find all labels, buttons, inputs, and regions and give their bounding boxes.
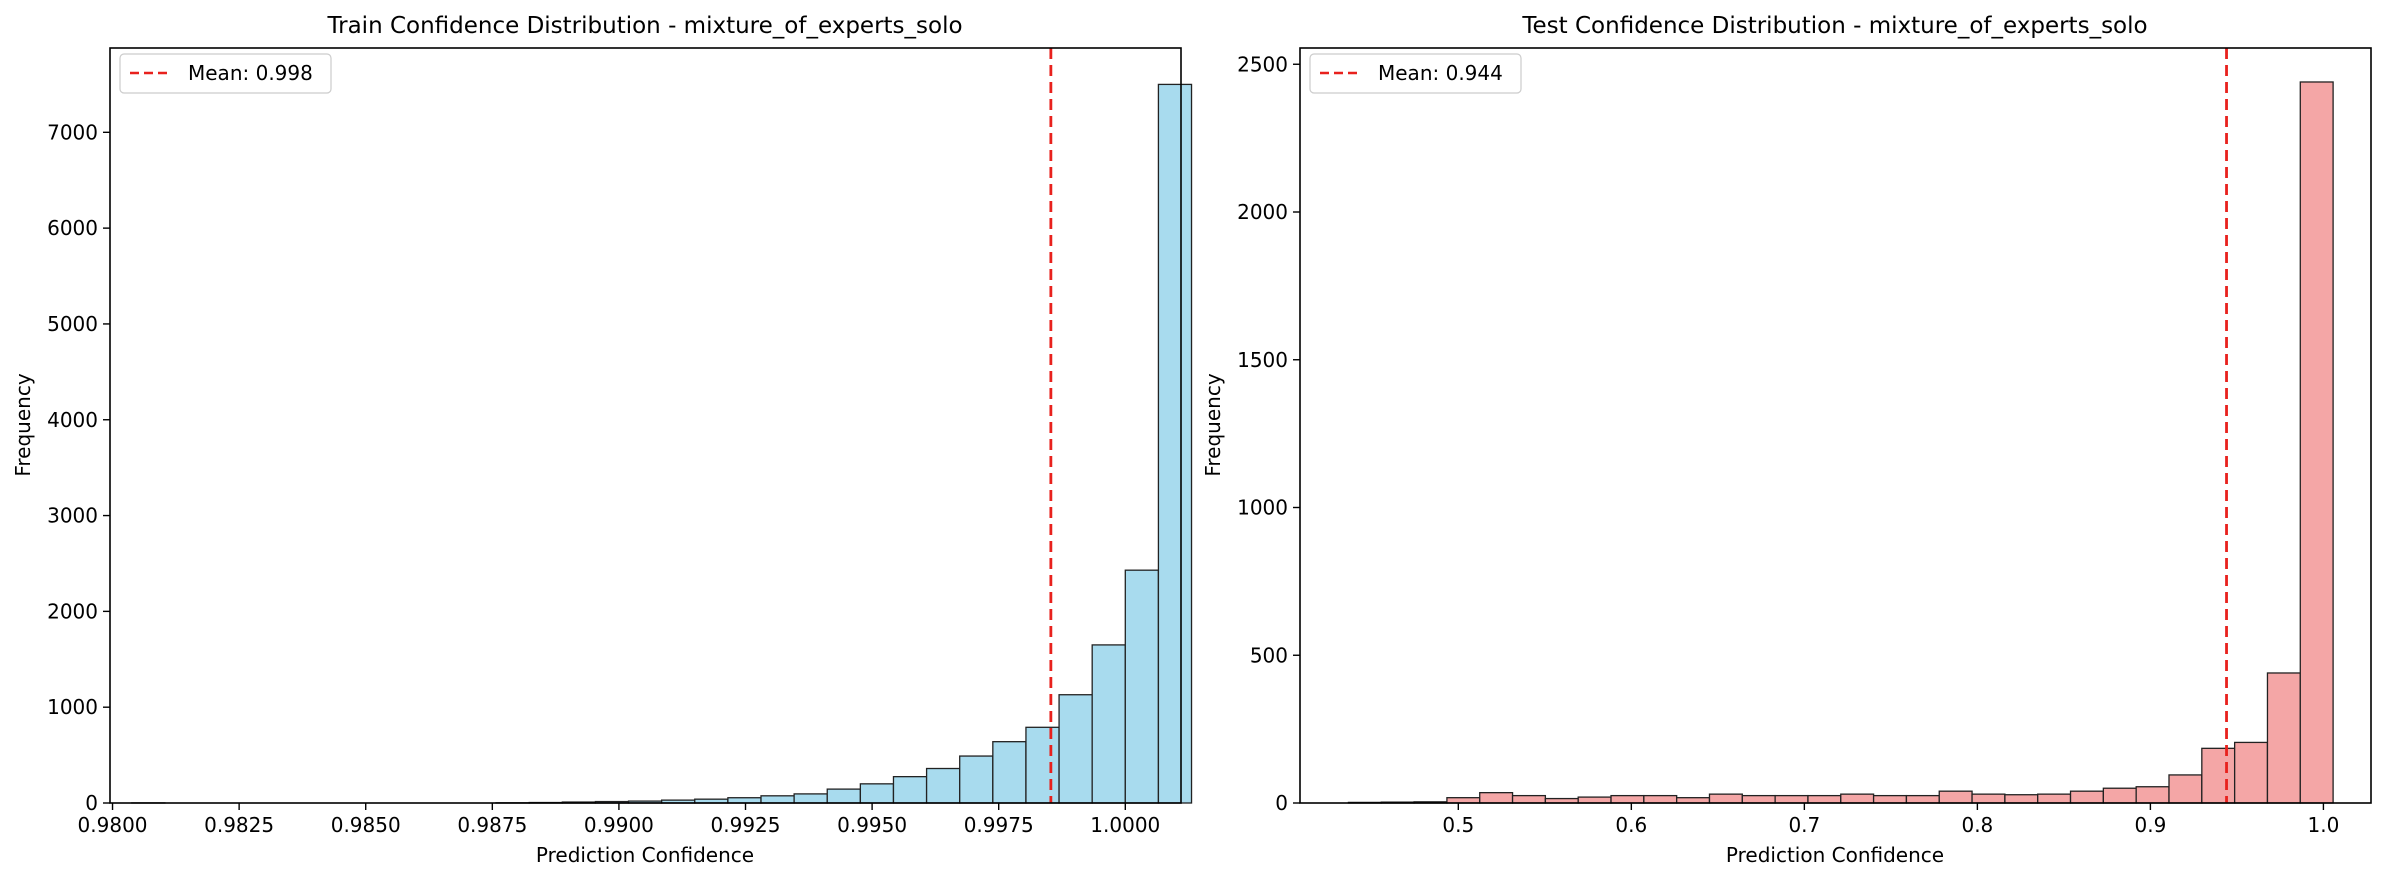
y-tick-label: 0	[1275, 791, 1288, 815]
y-axis: 0 500 1000 1500 2000 2500	[1237, 52, 1300, 815]
test-confidence-chart: Test Confidence Distribution - mixture_o…	[1201, 13, 2372, 867]
train-confidence-chart: Train Confidence Distribution - mixture_…	[11, 13, 1193, 867]
x-tick-label: 0.9925	[711, 813, 781, 837]
histogram-bar	[2201, 747, 2236, 804]
y-axis: 0 1000 2000 3000 4000 5000 6000 7000	[47, 120, 110, 815]
x-tick-label: 0.6	[1615, 813, 1647, 837]
x-axis-label: Prediction Confidence	[1726, 843, 1944, 867]
histogram-bar	[1511, 794, 1547, 804]
histogram-bar	[1643, 794, 1678, 804]
histogram-bar	[859, 783, 895, 804]
y-axis-label: Frequency	[11, 373, 35, 476]
x-tick-label: 0.7	[1788, 813, 1820, 837]
x-tick-label: 1.0	[2308, 813, 2340, 837]
histogram-bar	[1774, 794, 1809, 804]
histogram-bar	[2168, 774, 2203, 804]
histogram-bar	[2069, 790, 2105, 804]
legend: Mean: 0.998	[119, 53, 332, 94]
histogram-bar	[826, 788, 862, 804]
histogram-bar	[1938, 790, 1973, 804]
chart-title: Train Confidence Distribution - mixture_…	[326, 13, 962, 39]
x-tick-label: 0.9975	[964, 813, 1034, 837]
x-tick-label: 0.8	[1961, 813, 1993, 837]
histogram-bar	[1905, 794, 1940, 804]
y-axis-label: Frequency	[1201, 373, 1225, 476]
histogram-bar	[2135, 786, 2170, 804]
x-tick-label: 1.0000	[1090, 813, 1160, 837]
histogram-bar	[1058, 694, 1093, 804]
histogram-bar	[1807, 794, 1842, 804]
histogram-bar	[1157, 83, 1193, 804]
legend-mean-label: Mean: 0.944	[1378, 61, 1503, 85]
bar-group	[131, 83, 1193, 804]
x-tick-label: 0.9825	[204, 813, 274, 837]
x-tick-label: 0.5	[1442, 813, 1474, 837]
histogram-bar	[2266, 672, 2301, 804]
histogram-bar	[2233, 741, 2269, 804]
y-tick-label: 4000	[47, 408, 98, 432]
x-tick-label: 0.9900	[584, 813, 654, 837]
x-axis-label: Prediction Confidence	[536, 843, 754, 867]
plot-frame	[1299, 47, 2372, 804]
histogram-bar	[760, 795, 795, 804]
y-tick-label: 2000	[47, 599, 98, 623]
histogram-bar	[1741, 794, 1776, 804]
x-axis: 0.9800 0.9825 0.9850 0.9875 0.9900 0.9925 0.99…	[78, 803, 1160, 837]
y-tick-label: 7000	[47, 120, 98, 144]
histogram-bar	[793, 793, 828, 804]
x-tick-label: 0.9800	[78, 813, 148, 837]
y-tick-label: 5000	[47, 312, 98, 336]
y-tick-label: 6000	[47, 216, 98, 240]
histogram-bar	[1091, 644, 1126, 804]
x-axis: 0.5 0.6 0.7 0.8 0.9 1.0	[1442, 803, 2339, 837]
x-tick-label: 0.9	[2134, 813, 2166, 837]
histogram-bar	[1479, 792, 1514, 804]
histogram-bar	[1840, 793, 1875, 804]
histogram-bar	[925, 767, 961, 804]
histogram-bar	[1577, 796, 1612, 804]
y-tick-label: 500	[1250, 643, 1288, 667]
histogram-bar	[992, 741, 1027, 804]
y-tick-label: 3000	[47, 504, 98, 528]
x-tick-label: 0.9850	[331, 813, 401, 837]
y-tick-label: 1000	[47, 695, 98, 719]
histogram-bar	[1971, 793, 2006, 804]
legend-mean-label: Mean: 0.998	[188, 61, 313, 85]
y-tick-label: 2000	[1237, 200, 1288, 224]
histogram-bar	[1708, 793, 1743, 804]
x-tick-label: 0.9950	[837, 813, 907, 837]
histogram-bar	[1872, 794, 1908, 804]
histogram-bar	[1610, 794, 1645, 804]
histogram-bar	[959, 755, 994, 804]
x-tick-label: 0.9875	[457, 813, 527, 837]
legend-box	[119, 53, 332, 94]
y-tick-label: 1000	[1237, 496, 1288, 520]
y-tick-label: 0	[85, 791, 98, 815]
y-tick-label: 1500	[1237, 348, 1288, 372]
histogram-bar	[2299, 81, 2334, 804]
histogram-bar	[1025, 726, 1060, 804]
histogram-bar	[892, 776, 928, 804]
histogram-bar	[2102, 787, 2137, 804]
legend-box	[1309, 53, 1522, 94]
y-tick-label: 2500	[1237, 52, 1288, 76]
plot-frame	[109, 47, 1182, 804]
histogram-bar	[2037, 793, 2072, 804]
histogram-bar	[2004, 794, 2039, 804]
histogram-bar	[1124, 569, 1160, 804]
bar-group	[1347, 81, 2334, 804]
legend: Mean: 0.944	[1309, 53, 1522, 94]
chart-title: Test Confidence Distribution - mixture_o…	[1521, 13, 2147, 39]
